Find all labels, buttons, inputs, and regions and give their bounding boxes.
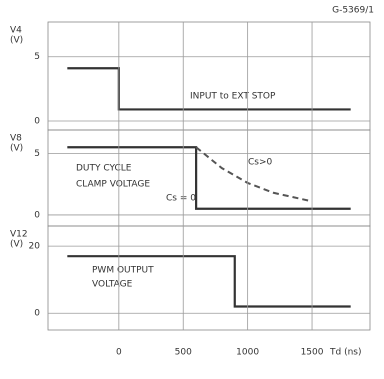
y-axis-label: V4 [10,26,22,36]
annotation: VOLTAGE [92,280,133,290]
annotation: INPUT to EXT STOP [190,92,276,102]
panel-frame [47,21,371,131]
y-axis-unit: (V) [10,240,23,250]
y-tick-label: 0 [34,210,40,220]
line-series [67,67,351,111]
line-series [195,146,313,203]
annotation: DUTY CYCLE [76,164,132,174]
annotation: Cs>0 [248,158,273,168]
x-tick-label: 500 [175,348,192,358]
annotation: CLAMP VOLTAGE [76,180,150,190]
x-tick-label: 1000 [236,348,259,358]
y-tick-label: 5 [34,52,40,62]
y-axis-label: V8 [10,134,22,144]
annotation: PWM OUTPUT [92,266,154,276]
line-series [67,255,351,308]
x-tick-label: 1500 [301,348,324,358]
y-tick-label: 20 [29,242,41,252]
y-axis-unit: (V) [10,36,23,46]
panel-frame [47,129,371,227]
y-tick-label: 0 [34,117,40,127]
annotation: Cs = 0 [166,194,196,204]
y-tick-label: 5 [34,149,40,159]
y-axis-label: V12 [10,230,28,240]
x-tick-label: 0 [116,348,122,358]
figure-code: G-5369/1 [332,6,374,16]
line-series [67,146,351,210]
x-axis-label: Td (ns) [329,348,362,358]
y-tick-label: 0 [34,309,40,319]
y-axis-unit: (V) [10,144,23,154]
panel-frame [47,225,371,331]
